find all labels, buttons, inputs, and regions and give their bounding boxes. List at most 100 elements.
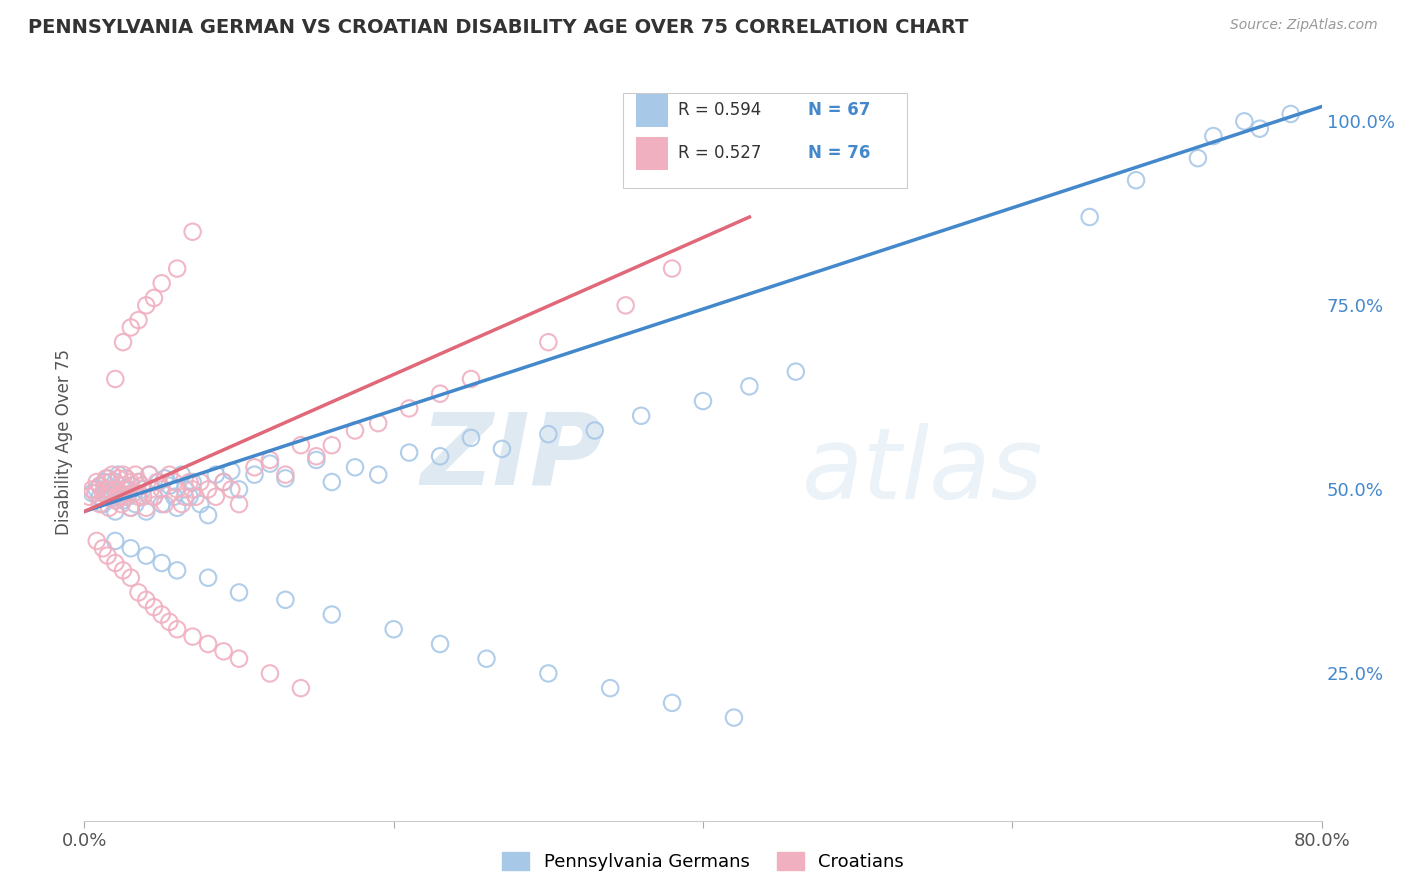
- Point: [115, 471, 138, 485]
- Point: [738, 379, 761, 393]
- Point: [197, 637, 219, 651]
- Point: [785, 365, 807, 379]
- Text: PENNSYLVANIA GERMAN VS CROATIAN DISABILITY AGE OVER 75 CORRELATION CHART: PENNSYLVANIA GERMAN VS CROATIAN DISABILI…: [28, 18, 969, 37]
- Point: [197, 483, 219, 497]
- Point: [228, 585, 250, 599]
- Point: [614, 298, 637, 312]
- Point: [86, 475, 108, 489]
- Text: N = 76: N = 76: [808, 145, 870, 162]
- Point: [114, 490, 136, 504]
- Point: [460, 431, 482, 445]
- Point: [166, 622, 188, 636]
- Point: [120, 571, 142, 585]
- Point: [82, 486, 104, 500]
- Point: [163, 475, 186, 489]
- Point: [117, 490, 139, 504]
- Point: [110, 497, 132, 511]
- Point: [101, 467, 124, 482]
- Point: [143, 490, 166, 504]
- Point: [89, 479, 111, 493]
- Point: [112, 467, 135, 482]
- Point: [174, 490, 197, 504]
- Point: [321, 607, 343, 622]
- Point: [305, 453, 328, 467]
- Point: [475, 651, 498, 665]
- Point: [89, 490, 111, 504]
- FancyBboxPatch shape: [623, 93, 907, 187]
- Point: [219, 464, 242, 478]
- Point: [205, 467, 228, 482]
- Point: [692, 394, 714, 409]
- Point: [429, 386, 451, 401]
- Point: [131, 479, 153, 493]
- Point: [150, 607, 173, 622]
- Point: [259, 666, 281, 681]
- Point: [599, 681, 621, 695]
- Point: [290, 681, 312, 695]
- Point: [150, 277, 173, 291]
- Point: [212, 644, 235, 658]
- Point: [205, 490, 228, 504]
- Point: [537, 427, 560, 442]
- Point: [153, 497, 176, 511]
- Point: [181, 475, 204, 489]
- Point: [120, 500, 142, 515]
- Point: [259, 453, 281, 467]
- Point: [159, 467, 180, 482]
- Point: [197, 571, 219, 585]
- Point: [135, 500, 157, 515]
- Point: [630, 409, 652, 423]
- Point: [367, 467, 389, 482]
- Point: [77, 490, 100, 504]
- Point: [181, 225, 204, 239]
- Point: [166, 483, 188, 497]
- Point: [127, 475, 149, 489]
- Point: [491, 442, 513, 456]
- Legend: Pennsylvania Germans, Croatians: Pennsylvania Germans, Croatians: [495, 845, 911, 879]
- Point: [107, 486, 129, 500]
- Point: [127, 313, 149, 327]
- Point: [138, 467, 160, 482]
- Point: [1249, 121, 1271, 136]
- Point: [150, 497, 173, 511]
- Point: [89, 479, 111, 493]
- Point: [112, 483, 135, 497]
- Point: [343, 424, 366, 438]
- Point: [82, 483, 104, 497]
- Point: [115, 471, 138, 485]
- Point: [166, 500, 188, 515]
- Point: [583, 424, 606, 438]
- Point: [89, 497, 111, 511]
- Point: [120, 320, 142, 334]
- Point: [104, 556, 127, 570]
- Point: [382, 622, 405, 636]
- Text: Source: ZipAtlas.com: Source: ZipAtlas.com: [1230, 18, 1378, 32]
- Point: [259, 457, 281, 471]
- Point: [135, 592, 157, 607]
- Point: [120, 479, 142, 493]
- FancyBboxPatch shape: [636, 94, 668, 127]
- Point: [460, 372, 482, 386]
- Text: N = 67: N = 67: [808, 101, 870, 120]
- Point: [398, 401, 420, 416]
- Point: [1202, 129, 1225, 144]
- Point: [104, 533, 127, 548]
- Point: [219, 483, 242, 497]
- Point: [124, 497, 146, 511]
- Point: [94, 471, 117, 485]
- Point: [135, 549, 157, 563]
- Point: [96, 483, 118, 497]
- Point: [212, 475, 235, 489]
- Point: [135, 298, 157, 312]
- Point: [122, 486, 145, 500]
- Point: [181, 630, 204, 644]
- Point: [723, 710, 745, 724]
- Point: [228, 483, 250, 497]
- Point: [107, 471, 129, 485]
- Point: [179, 475, 201, 489]
- FancyBboxPatch shape: [636, 136, 668, 170]
- Point: [150, 556, 173, 570]
- Point: [290, 438, 312, 452]
- Point: [170, 497, 193, 511]
- Point: [91, 541, 114, 556]
